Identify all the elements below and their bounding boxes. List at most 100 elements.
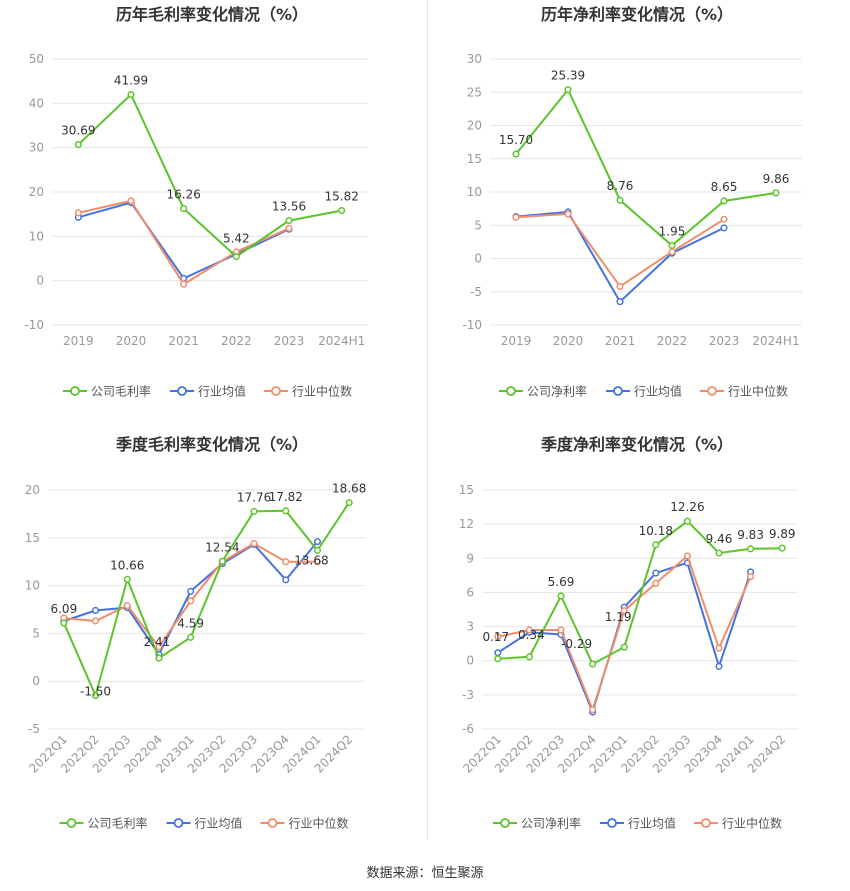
legend-label: 行业均值 — [628, 816, 676, 831]
data-point — [747, 572, 755, 581]
data-point — [564, 210, 572, 218]
data-point — [778, 544, 786, 552]
data-label: 15.70 — [499, 133, 533, 147]
data-point — [313, 538, 322, 546]
data-point — [92, 606, 100, 615]
data-point — [313, 546, 322, 554]
y-tick-label: 5 — [474, 218, 482, 232]
y-tick-label: 10 — [467, 185, 482, 199]
x-tick-label: 2021 — [168, 334, 199, 348]
data-point — [250, 539, 258, 548]
x-tick-label: 2022 — [657, 334, 688, 348]
legend-marker — [177, 386, 187, 396]
legend-marker — [613, 386, 623, 396]
chart-svg: 历年毛利率变化情况（%） -10 0 10 20 30 40 50 2019 2020 2021 20… — [24, 5, 368, 399]
data-label: 8.65 — [711, 180, 738, 194]
data-point — [494, 633, 502, 641]
data-point — [720, 224, 728, 232]
data-label: 41.99 — [114, 74, 148, 88]
x-tick-label: 2024H1 — [752, 334, 799, 348]
legend-label: 行业中位数 — [289, 816, 349, 831]
data-point — [512, 213, 520, 221]
chart-panel-annual-gross-margin: 历年毛利率变化情况（%） -10 0 10 20 30 40 50 2019 2020 2021 20… — [0, 0, 425, 430]
chart-title: 季度净利率变化情况（%） — [540, 435, 733, 454]
data-point — [313, 558, 322, 566]
data-point — [589, 706, 597, 714]
data-point — [616, 282, 624, 290]
data-point — [620, 643, 628, 651]
chart-panel-annual-net-margin: 历年净利率变化情况（%） -10 -5 0 5 10 15 20 25 30 2019 2020 202… — [425, 0, 850, 430]
data-point — [525, 626, 533, 634]
data-point — [282, 558, 290, 566]
data-label: 25.39 — [551, 69, 585, 83]
data-label: 12.54 — [205, 540, 239, 554]
y-tick-label: 12 — [459, 517, 474, 531]
y-tick-label: 0 — [32, 674, 40, 688]
series-line — [497, 519, 783, 666]
data-point — [155, 654, 163, 662]
data-point — [92, 617, 100, 625]
data-point — [187, 633, 195, 641]
x-tick-label: 2019 — [63, 334, 94, 348]
y-tick-label: -3 — [462, 688, 474, 702]
data-point — [494, 649, 502, 657]
legend-marker — [66, 818, 77, 828]
y-tick-label: -5 — [470, 285, 482, 299]
data-label: 17.76 — [237, 490, 271, 504]
data-label: 9.46 — [706, 532, 733, 546]
data-label: 10.18 — [639, 524, 673, 538]
data-point — [772, 189, 780, 197]
series-line — [62, 502, 350, 699]
x-tick-label: 2020 — [116, 334, 147, 348]
y-tick-label: 3 — [466, 620, 474, 634]
chart-panel-quarterly-net-margin: 季度净利率变化情况（%） -6 -3 0 3 6 9 12 15 2022Q1 2022Q2 2022… — [425, 430, 850, 860]
chart-svg: 历年净利率变化情况（%） -10 -5 0 5 10 15 20 25 30 2019 2020 202… — [462, 5, 802, 399]
data-point — [589, 660, 597, 668]
data-point — [127, 90, 135, 99]
legend-item: 公司净利率 — [499, 384, 587, 399]
data-point — [285, 217, 293, 225]
legend-marker — [607, 818, 617, 828]
series-line — [63, 542, 318, 649]
legend-label: 行业中位数 — [722, 816, 782, 831]
x-tick-label: 2023 — [709, 334, 740, 348]
data-point — [564, 86, 572, 94]
data-label: 4.59 — [177, 616, 204, 630]
x-tick-label: 2022 — [221, 334, 252, 348]
y-tick-label: 30 — [29, 141, 44, 155]
data-point — [512, 150, 520, 158]
y-tick-label: -6 — [462, 722, 474, 736]
chart-svg: 季度毛利率变化情况（%）-5051015202022Q12022Q22022Q3… — [25, 435, 367, 831]
data-point — [715, 549, 723, 557]
y-tick-label: 10 — [25, 579, 40, 593]
x-tick-label: 2024H1 — [318, 334, 365, 348]
data-label: 18.68 — [332, 482, 366, 496]
data-point — [74, 209, 82, 217]
legend-item: 行业中位数 — [694, 816, 782, 831]
x-tick-label: 2020 — [553, 334, 584, 348]
data-point — [123, 602, 131, 610]
data-point — [218, 557, 226, 565]
data-point — [720, 215, 728, 223]
legend-marker — [500, 818, 510, 828]
data-point — [180, 205, 188, 213]
series-line — [515, 87, 777, 247]
data-point — [127, 197, 135, 205]
chart-title: 历年毛利率变化情况（%） — [116, 5, 308, 24]
y-tick-label: 15 — [25, 531, 40, 545]
legend-item: 行业均值 — [170, 384, 246, 399]
legend-marker — [701, 818, 711, 828]
data-point — [123, 575, 131, 583]
legend-item: 行业中位数 — [264, 384, 352, 399]
data-point — [557, 592, 565, 600]
legend-label: 公司毛利率 — [91, 384, 151, 399]
y-tick-label: 5 — [32, 626, 40, 640]
legend-marker — [707, 386, 717, 396]
data-point — [60, 619, 68, 627]
legend-label: 行业均值 — [198, 384, 246, 399]
data-point — [720, 197, 728, 205]
data-label: 10.66 — [110, 558, 144, 572]
data-point — [715, 644, 723, 652]
y-tick-label: 10 — [29, 229, 44, 243]
legend-label: 公司净利率 — [521, 816, 581, 831]
